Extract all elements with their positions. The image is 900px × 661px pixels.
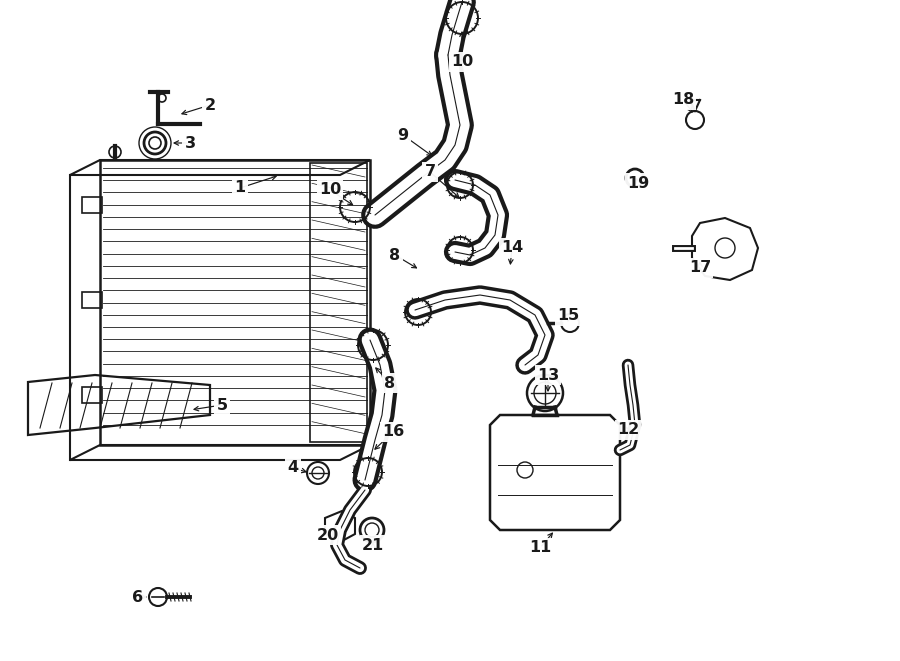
Text: 6: 6 (132, 590, 144, 605)
Bar (82, 197, 102, 213)
Text: 16: 16 (382, 424, 404, 440)
Text: 12: 12 (616, 422, 639, 438)
Text: 10: 10 (319, 182, 341, 198)
Text: 17: 17 (688, 260, 711, 276)
Text: 8: 8 (384, 375, 396, 391)
Text: 3: 3 (184, 136, 195, 151)
Text: 15: 15 (557, 309, 579, 323)
Text: 14: 14 (501, 241, 523, 256)
Text: 2: 2 (204, 98, 216, 112)
Text: 10: 10 (451, 54, 473, 69)
Text: 7: 7 (425, 165, 436, 180)
Text: 9: 9 (398, 128, 409, 143)
Text: 5: 5 (216, 397, 228, 412)
Text: 1: 1 (234, 180, 246, 196)
Text: 19: 19 (627, 176, 649, 190)
Bar (82, 387, 102, 403)
Text: 11: 11 (529, 541, 551, 555)
Text: 21: 21 (362, 537, 384, 553)
Text: 4: 4 (287, 461, 299, 475)
Text: 8: 8 (390, 247, 400, 262)
Text: 18: 18 (672, 93, 694, 108)
Bar (82, 292, 102, 308)
Text: 13: 13 (537, 368, 559, 383)
Text: 20: 20 (317, 527, 339, 543)
